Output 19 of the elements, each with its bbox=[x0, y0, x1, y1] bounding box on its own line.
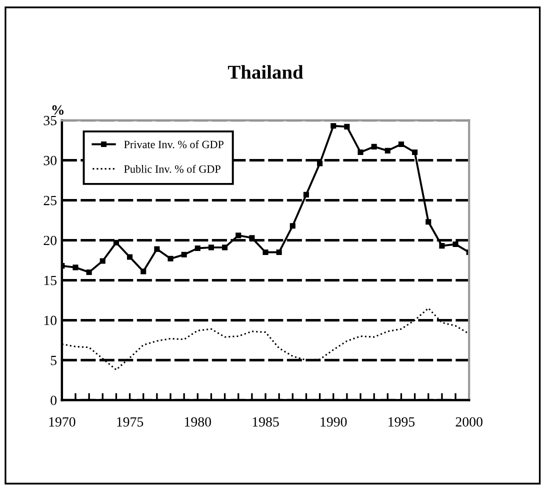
y-tick-label: 20 bbox=[44, 236, 57, 246]
y-tick-label: 0 bbox=[50, 396, 57, 406]
x-tick-label: 1970 bbox=[49, 417, 76, 427]
x-tick-label: 1990 bbox=[320, 417, 347, 427]
chart-title: Thailand bbox=[228, 65, 304, 79]
y-axis-title: % bbox=[52, 105, 64, 115]
y-tick-label: 5 bbox=[50, 356, 57, 366]
legend-label: Public Inv. % of GDP bbox=[124, 164, 220, 173]
y-tick-label: 35 bbox=[44, 116, 57, 126]
x-tick-label: 1980 bbox=[184, 417, 212, 427]
y-tick-label: 15 bbox=[44, 276, 57, 286]
x-tick-label: 1995 bbox=[388, 417, 415, 427]
y-tick-label: 10 bbox=[44, 316, 57, 326]
x-tick-label: 2000 bbox=[456, 417, 482, 427]
y-tick-label: 25 bbox=[44, 196, 57, 206]
x-tick-label: 1975 bbox=[117, 417, 144, 427]
legend-label: Private Inv. % of GDP bbox=[124, 140, 224, 148]
y-tick-label: 30 bbox=[44, 156, 57, 166]
x-tick-label: 1985 bbox=[252, 417, 279, 427]
